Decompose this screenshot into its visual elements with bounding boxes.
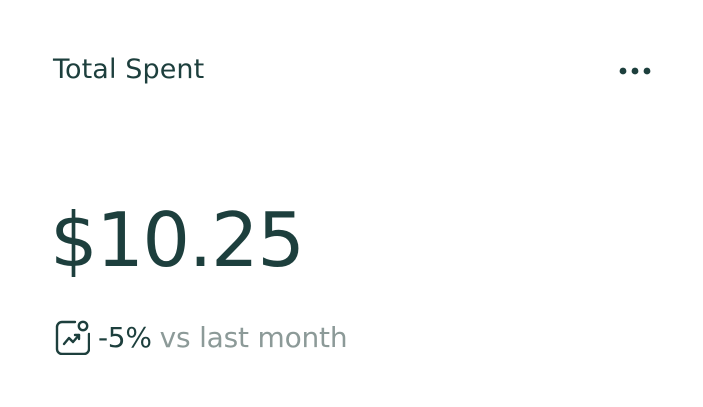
more-horizontal-icon [619,67,651,75]
trend-row: -5% vs last month [54,318,348,356]
change-percentage: -5% [98,320,152,354]
trend-chart-icon [55,320,90,355]
total-amount: $10.25 [50,196,305,284]
more-options-button[interactable] [614,56,656,86]
card-title: Total Spent [53,54,205,85]
comparison-label: vs last month [159,320,348,354]
